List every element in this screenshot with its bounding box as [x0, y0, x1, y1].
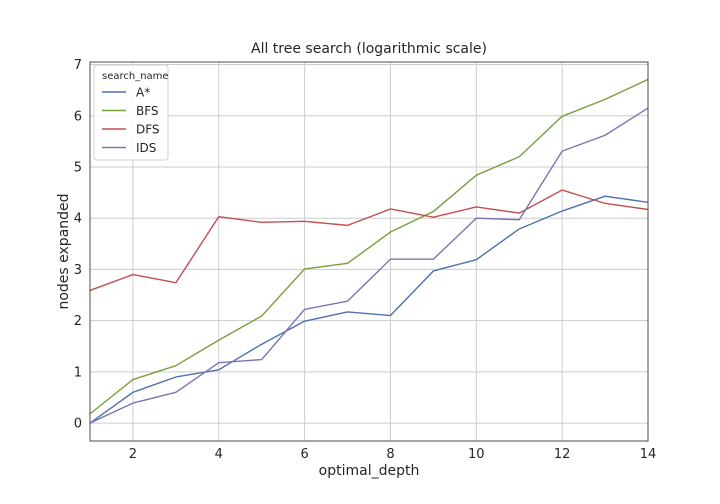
series-line-dfs: [89, 189, 649, 292]
x-tick-label: 6: [300, 447, 308, 462]
series-line-a: [89, 195, 649, 424]
series-line-bfs: [89, 78, 649, 415]
legend-label: BFS: [136, 104, 159, 118]
x-axis-label: optimal_depth: [319, 463, 420, 479]
legend-items: A* BFS DFS IDS: [102, 86, 160, 155]
grid-lines: [90, 62, 649, 441]
x-tick-label: 2: [129, 447, 137, 462]
x-tick-label: 4: [215, 447, 223, 462]
legend-label: DFS: [136, 123, 160, 137]
y-tick-label: 6: [74, 109, 82, 124]
plot-background: [90, 62, 648, 441]
y-tick-label: 1: [74, 365, 82, 380]
legend-title: search_name: [102, 71, 169, 82]
chart-title: All tree search (logarithmic scale): [251, 41, 487, 57]
x-tick-label: 10: [468, 447, 485, 462]
legend: search_name A* BFS DFS IDS: [93, 64, 169, 161]
y-tick-label: 7: [74, 58, 82, 73]
y-tick-label: 2: [74, 314, 82, 329]
y-tick-label: 5: [74, 160, 82, 175]
y-tick-label: 0: [74, 417, 82, 432]
y-tick-label: 4: [74, 212, 82, 227]
x-tick-label: 8: [386, 447, 394, 462]
legend-box: [93, 64, 169, 161]
series-line-ids: [89, 107, 649, 424]
y-axis-label: nodes expanded: [56, 193, 72, 309]
plot-frame: [89, 61, 649, 442]
y-tick-label: 3: [74, 263, 82, 278]
series-lines: [89, 78, 649, 424]
y-axis-ticks: 0 1 2 3 4 5 6 7: [74, 58, 82, 432]
x-tick-label: 14: [640, 447, 657, 462]
legend-label: A*: [136, 86, 150, 100]
x-axis-ticks: 2 4 6 8 10 12 14: [129, 447, 656, 462]
legend-label: IDS: [136, 141, 156, 155]
x-tick-label: 12: [554, 447, 571, 462]
